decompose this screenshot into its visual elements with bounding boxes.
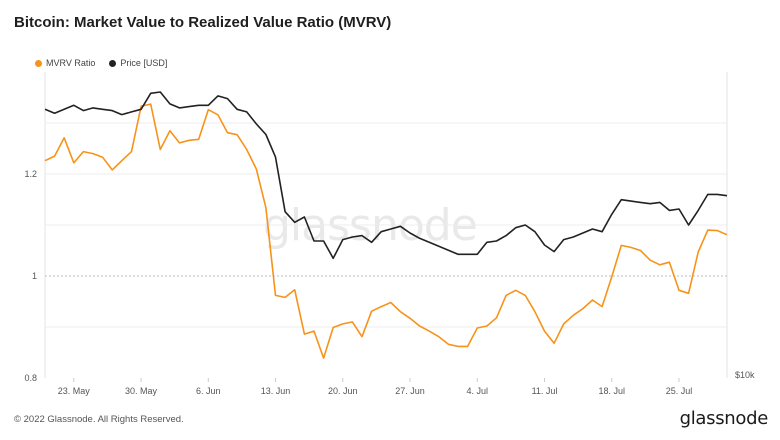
legend-label-price: Price [USD]	[120, 58, 168, 68]
y-tick-label: 1	[32, 271, 37, 281]
x-tick-label: 18. Jul	[598, 386, 625, 396]
price-series-line	[44, 91, 728, 260]
brand-logo: glassnode	[679, 408, 769, 429]
copyright-text: © 2022 Glassnode. All Rights Reserved.	[14, 414, 184, 425]
x-tick-label: 4. Jul	[466, 386, 488, 396]
chart-legend: MVRV Ratio Price [USD]	[35, 58, 167, 68]
mvrv-series-line	[44, 103, 728, 359]
y-tick-label: 0.8	[24, 373, 37, 383]
mvrv-legend-dot-icon	[35, 59, 42, 67]
x-tick-label: 25. Jul	[666, 386, 693, 396]
x-tick-label: 30. May	[125, 386, 158, 396]
x-tick-label: 13. Jun	[261, 386, 291, 396]
x-tick-label: 27. Jun	[395, 386, 425, 396]
x-tick-label: 11. Jul	[532, 386, 558, 396]
price-legend-dot-icon	[109, 59, 117, 67]
chart-title: Bitcoin: Market Value to Realized Value …	[14, 14, 392, 31]
y-tick-label: 1.2	[24, 169, 37, 179]
x-tick-label: 23. May	[58, 386, 91, 396]
x-tick-label: 6. Jun	[196, 386, 221, 396]
legend-label-mvrv: MVRV Ratio	[46, 58, 96, 68]
right-tick-label: $10k	[735, 370, 755, 380]
x-tick-label: 20. Jun	[328, 386, 358, 396]
legend-item-price[interactable]: Price [USD]	[109, 58, 167, 68]
legend-item-mvrv[interactable]: MVRV Ratio	[35, 58, 95, 68]
